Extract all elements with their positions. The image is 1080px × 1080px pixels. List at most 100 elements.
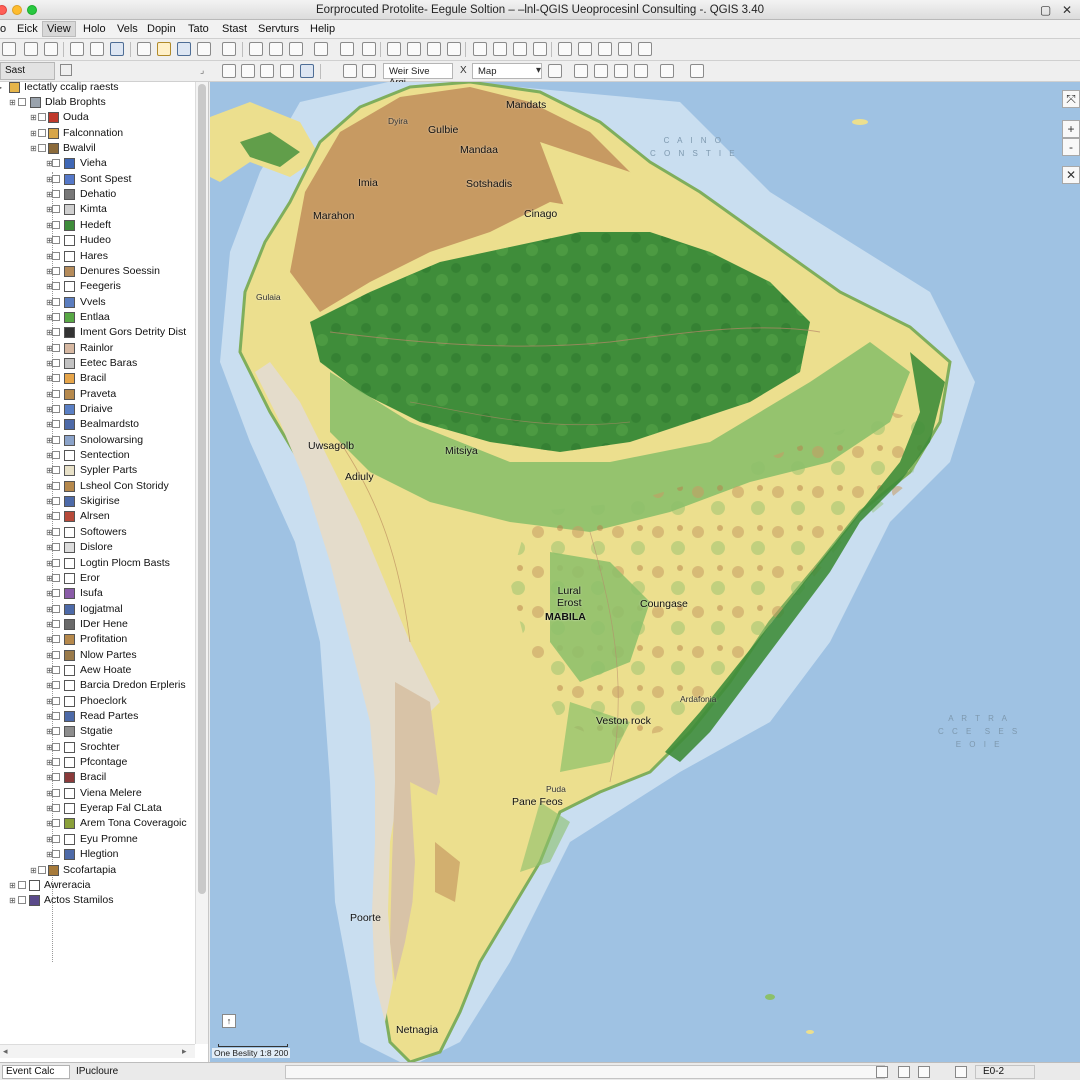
expand-icon[interactable]: ⊞ xyxy=(9,896,16,906)
arrow-icon[interactable] xyxy=(387,42,401,56)
layer-visibility-checkbox[interactable] xyxy=(52,681,60,690)
label-tool-icon[interactable] xyxy=(343,64,357,78)
layer-visibility-checkbox[interactable] xyxy=(52,282,60,291)
expand-icon[interactable]: ⊞ xyxy=(46,742,53,752)
layer-symbol-icon[interactable] xyxy=(64,757,75,769)
layer-visibility-checkbox[interactable] xyxy=(52,236,60,245)
expand-icon[interactable]: ⊞ xyxy=(46,190,53,200)
pencil-icon[interactable] xyxy=(280,64,294,78)
scrollbar-thumb[interactable] xyxy=(198,84,206,894)
info-icon[interactable] xyxy=(473,42,487,56)
layer-symbol-icon[interactable] xyxy=(64,680,75,692)
expand-icon[interactable]: ⊞ xyxy=(46,174,53,184)
layer-visibility-checkbox[interactable] xyxy=(52,788,60,797)
expand-icon[interactable]: ⊞ xyxy=(46,389,53,399)
expand-icon[interactable]: ⊞ xyxy=(46,282,53,292)
layer-visibility-checkbox[interactable] xyxy=(52,312,60,321)
layer-visibility-checkbox[interactable] xyxy=(38,144,46,153)
layer-visibility-checkbox[interactable] xyxy=(52,174,60,183)
chevron-down-icon[interactable]: ▾ xyxy=(536,65,542,76)
layer-visibility-checkbox[interactable] xyxy=(52,573,60,582)
menu-stast[interactable]: Stast xyxy=(222,23,248,35)
document-icon[interactable] xyxy=(578,42,592,56)
table-icon[interactable] xyxy=(513,42,527,56)
layer-visibility-checkbox[interactable] xyxy=(52,604,60,613)
layer-visibility-checkbox[interactable] xyxy=(52,251,60,260)
layer-symbol-icon[interactable] xyxy=(64,296,75,308)
expand-icon[interactable]: ⊞ xyxy=(9,880,16,890)
crs-label[interactable]: E0-2 xyxy=(983,1066,1005,1077)
edit-icon[interactable] xyxy=(614,64,628,78)
expand-icon[interactable]: ⊞ xyxy=(46,589,53,599)
zoom-full-icon[interactable]: ⤧ xyxy=(1062,90,1080,108)
layer-visibility-checkbox[interactable] xyxy=(52,497,60,506)
layer-symbol-icon[interactable] xyxy=(64,511,75,523)
table-view-icon[interactable] xyxy=(548,64,562,78)
crs-box[interactable] xyxy=(975,1065,1035,1079)
blue-layer-icon[interactable] xyxy=(300,64,314,78)
expand-icon[interactable]: ⊞ xyxy=(46,573,53,583)
expand-icon[interactable]: ⊞ xyxy=(46,481,53,491)
layer-symbol-icon[interactable] xyxy=(64,618,75,630)
expand-icon[interactable]: ⊞ xyxy=(46,220,53,230)
redo-icon[interactable] xyxy=(44,42,58,56)
menu-view[interactable]: View xyxy=(42,21,76,37)
expand-icon[interactable]: ⊞ xyxy=(46,405,53,414)
brush-icon[interactable] xyxy=(574,64,588,78)
crs-icon[interactable] xyxy=(955,1066,967,1078)
expand-icon[interactable]: ⊞ xyxy=(46,727,53,737)
expand-icon[interactable]: ⊞ xyxy=(30,144,37,154)
expand-icon[interactable]: ⊞ xyxy=(46,558,53,568)
layout-icon[interactable] xyxy=(660,64,674,78)
save-icon[interactable] xyxy=(70,42,84,56)
layer-visibility-checkbox[interactable] xyxy=(18,896,26,905)
layer-symbol-icon[interactable] xyxy=(64,649,75,661)
expand-icon[interactable]: ⊞ xyxy=(46,236,53,246)
layer-visibility-checkbox[interactable] xyxy=(52,742,60,751)
layer-symbol-icon[interactable] xyxy=(48,127,59,139)
layer-symbol-icon[interactable] xyxy=(64,711,75,722)
layer-symbol-icon[interactable] xyxy=(64,726,75,738)
window-restore-icon[interactable]: ▢ xyxy=(1040,3,1052,17)
layer-symbol-icon[interactable] xyxy=(64,158,75,170)
layer-visibility-checkbox[interactable] xyxy=(52,543,60,552)
layer-symbol-icon[interactable] xyxy=(64,465,75,477)
measure-icon[interactable] xyxy=(340,42,354,56)
expand-icon[interactable]: ⊞ xyxy=(46,266,53,276)
layer-symbol-icon[interactable] xyxy=(64,480,75,492)
layer-visibility-checkbox[interactable] xyxy=(52,435,60,444)
layer-symbol-icon[interactable] xyxy=(64,189,75,201)
layer-symbol-icon[interactable] xyxy=(64,849,75,861)
layer-symbol-icon[interactable] xyxy=(48,143,59,155)
file-icon[interactable] xyxy=(598,42,612,56)
expand-icon[interactable]: ⊞ xyxy=(46,527,53,537)
print-layout-icon[interactable] xyxy=(90,42,104,56)
layer-visibility-checkbox[interactable] xyxy=(52,451,60,460)
layer-visibility-checkbox[interactable] xyxy=(52,850,60,859)
layer-visibility-checkbox[interactable] xyxy=(52,481,60,490)
zoom-out-map-icon[interactable]: - xyxy=(1062,138,1080,156)
layer-visibility-checkbox[interactable] xyxy=(38,865,46,874)
refresh-icon[interactable] xyxy=(690,64,704,78)
expand-icon[interactable]: ⊞ xyxy=(46,451,53,461)
layer-symbol-icon[interactable] xyxy=(64,664,75,676)
layer-visibility-checkbox[interactable] xyxy=(52,266,60,275)
forward-icon[interactable] xyxy=(493,42,507,56)
layer-visibility-checkbox[interactable] xyxy=(52,405,60,413)
layer-symbol-icon[interactable] xyxy=(64,695,75,707)
layer-symbol-icon[interactable] xyxy=(64,419,75,431)
chart-icon[interactable] xyxy=(558,42,572,56)
layers-panel-tab[interactable]: Sast xyxy=(0,62,55,80)
layer-visibility-checkbox[interactable] xyxy=(52,635,60,644)
grid-icon[interactable] xyxy=(289,42,303,56)
expand-icon[interactable]: ⊞ xyxy=(46,650,53,660)
pan-icon[interactable] xyxy=(269,42,283,56)
panel-options-icon[interactable] xyxy=(60,64,72,76)
layer-symbol-icon[interactable] xyxy=(64,265,75,277)
export-icon[interactable] xyxy=(638,42,652,56)
expand-icon[interactable]: ⊞ xyxy=(46,773,53,783)
menu-help[interactable]: Helip xyxy=(310,23,336,35)
map-canvas[interactable]: Mandats Dyira Gulbie Mandaa Imia Sotshad… xyxy=(210,82,1080,1062)
window-close-button[interactable] xyxy=(0,5,7,15)
layers-horizontal-scrollbar[interactable]: ◂ ▸ xyxy=(0,1044,195,1058)
